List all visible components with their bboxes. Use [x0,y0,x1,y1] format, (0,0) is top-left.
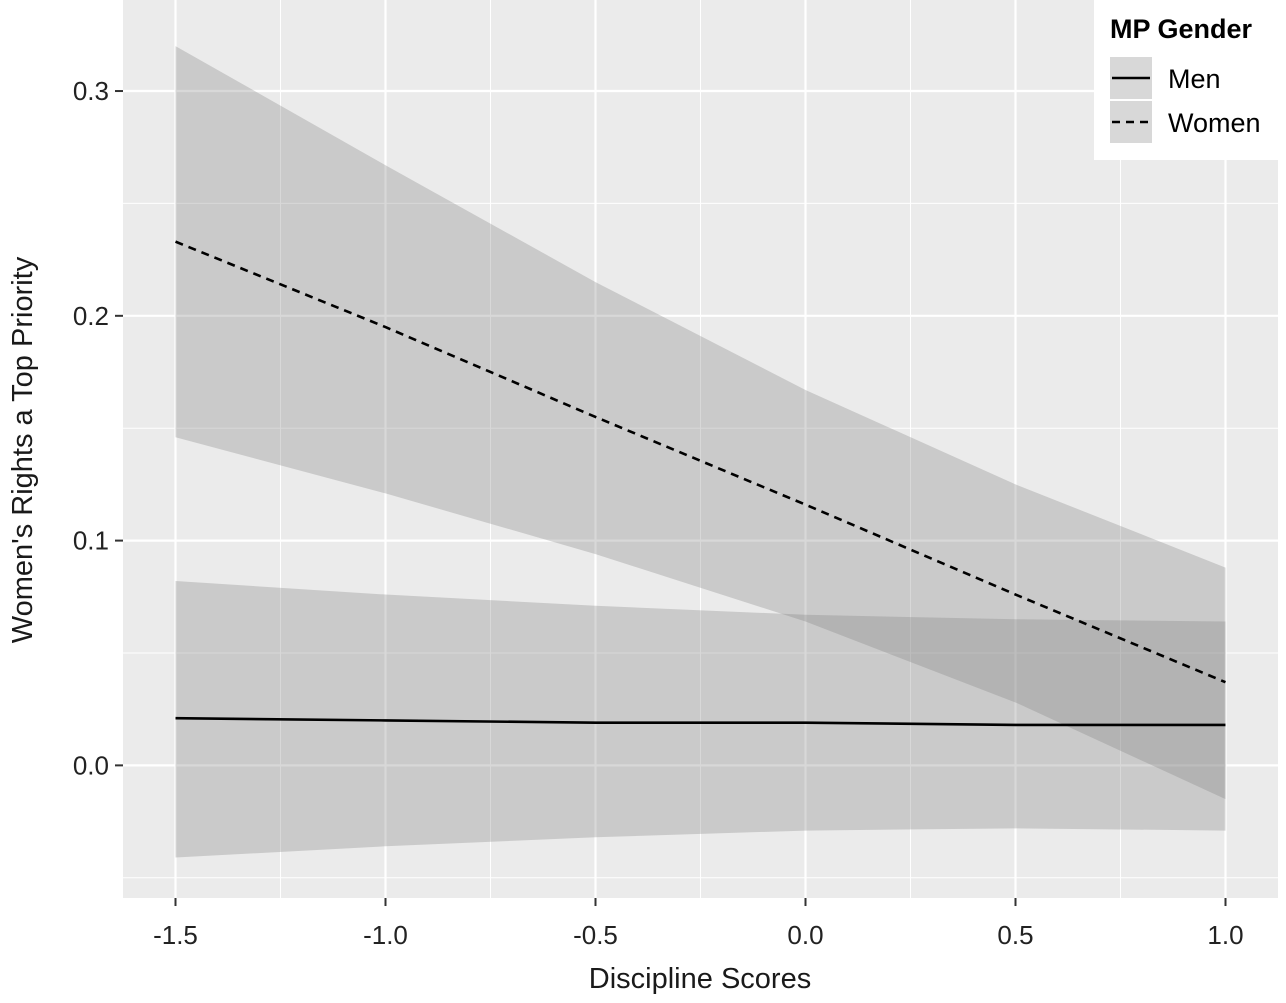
confidence-ribbon [175,581,1226,858]
confidence-ribbon [175,46,1226,800]
legend-label: Men [1168,64,1221,94]
x-axis-title: Discipline Scores [589,963,811,995]
legend-box [1094,0,1286,160]
y-tick-label: 0.3 [73,76,109,106]
y-axis-title: Women's Rights a Top Priority [7,256,39,643]
x-tick-label: -1.5 [153,920,198,950]
x-tick-label: 1.0 [1207,920,1243,950]
x-tick-label: -1.0 [363,920,408,950]
legend: MP Gender Men Women [1094,0,1286,160]
y-tick-label: 0.0 [73,750,109,780]
line [175,716,1226,727]
y-tick-label: 0.2 [73,301,109,331]
y-tick-label: 0.1 [73,526,109,556]
legend-label: Women [1168,108,1261,138]
x-tick-label: 0.0 [787,920,823,950]
legend-title: MP Gender [1110,14,1253,44]
x-tick-label: -0.5 [573,920,618,950]
line [175,240,1227,684]
x-tick-label: 0.5 [997,920,1033,950]
